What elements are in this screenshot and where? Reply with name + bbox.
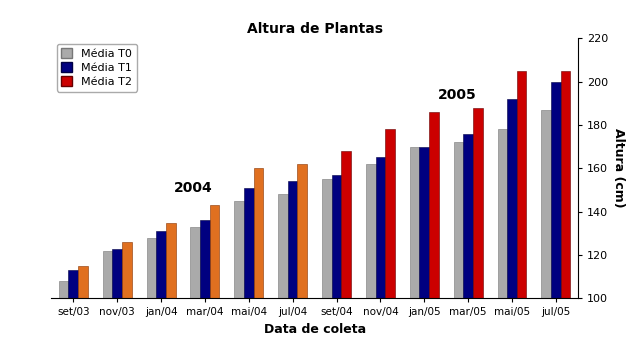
Bar [234, 201, 244, 298]
Title: Altura de Plantas: Altura de Plantas [247, 22, 383, 36]
Bar [288, 181, 297, 298]
Bar [507, 99, 517, 298]
Legend: Média T0, Média T1, Média T2: Média T0, Média T1, Média T2 [57, 44, 137, 92]
Bar [166, 222, 175, 298]
Bar [59, 281, 69, 298]
Bar [332, 175, 342, 298]
Bar [103, 251, 112, 298]
Bar [297, 164, 307, 298]
Bar [410, 146, 419, 298]
Bar [200, 220, 210, 298]
Bar [322, 179, 332, 298]
Bar [191, 227, 200, 298]
Bar [464, 134, 473, 298]
Bar [376, 158, 385, 298]
Bar [210, 205, 220, 298]
Bar [366, 164, 376, 298]
Text: 2004: 2004 [174, 181, 213, 195]
Bar [342, 151, 351, 298]
Bar [385, 129, 395, 298]
Y-axis label: Altura (cm): Altura (cm) [612, 128, 625, 208]
Bar [69, 270, 78, 298]
Bar [78, 266, 88, 298]
Bar [454, 142, 464, 298]
Text: 2005: 2005 [437, 88, 476, 102]
Bar [517, 71, 526, 298]
Bar [244, 188, 254, 298]
Bar [278, 194, 288, 298]
Bar [112, 248, 122, 298]
Bar [560, 71, 570, 298]
Bar [156, 231, 166, 298]
Bar [146, 238, 156, 298]
Bar [541, 110, 551, 298]
X-axis label: Data de coleta: Data de coleta [263, 323, 366, 336]
Bar [122, 242, 132, 298]
Bar [498, 129, 507, 298]
Bar [254, 168, 263, 298]
Bar [419, 146, 429, 298]
Bar [473, 108, 483, 298]
Bar [429, 112, 438, 298]
Bar [551, 82, 560, 298]
